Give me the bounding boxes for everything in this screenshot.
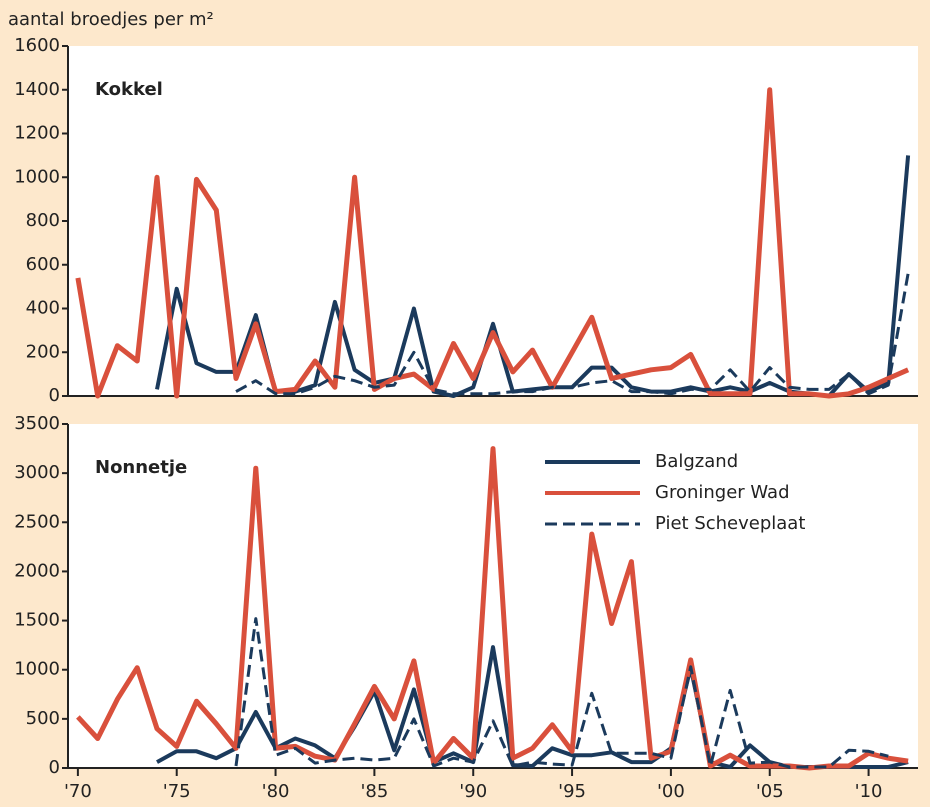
y-tick-label: 800	[26, 210, 60, 231]
series-line	[234, 617, 889, 769]
series-line	[235, 273, 910, 396]
legend-label: Groninger Wad	[655, 482, 790, 503]
y-tick-label: 1600	[14, 35, 60, 56]
panel-title: Kokkel	[95, 79, 163, 100]
legend-label: Balgzand	[655, 451, 738, 472]
x-tick-label: '05	[756, 781, 784, 802]
y-tick-label: 0	[49, 385, 60, 406]
y-tick-label: 500	[26, 708, 60, 729]
y-axis-label: aantal broedjes per m²	[8, 9, 214, 30]
x-tick-label: '90	[459, 781, 487, 802]
x-tick-label: '95	[558, 781, 586, 802]
x-tick-label: '75	[163, 781, 191, 802]
y-tick-label: 3000	[14, 462, 60, 483]
plot-area	[68, 46, 918, 396]
y-tick-label: 2500	[14, 511, 60, 532]
legend-label: Piet Scheveplaat	[655, 513, 805, 534]
panel-title: Nonnetje	[95, 457, 187, 478]
y-tick-label: 1500	[14, 610, 60, 631]
y-tick-label: 2000	[14, 560, 60, 581]
x-tick-label: '80	[262, 781, 290, 802]
y-tick-label: 1200	[14, 123, 60, 144]
x-tick-label: '85	[360, 781, 388, 802]
series-line	[76, 446, 909, 771]
y-tick-label: 1000	[14, 659, 60, 680]
y-tick-label: 0	[49, 757, 60, 778]
y-tick-label: 1000	[14, 166, 60, 187]
x-tick-label: '10	[855, 781, 883, 802]
y-tick-label: 200	[26, 341, 60, 362]
y-tick-label: 1400	[14, 79, 60, 100]
y-tick-label: 400	[26, 298, 60, 319]
y-tick-label: 3500	[14, 413, 60, 434]
series-line	[75, 87, 910, 399]
x-tick-label: '00	[657, 781, 685, 802]
x-tick-label: '70	[64, 781, 92, 802]
y-tick-label: 600	[26, 254, 60, 275]
